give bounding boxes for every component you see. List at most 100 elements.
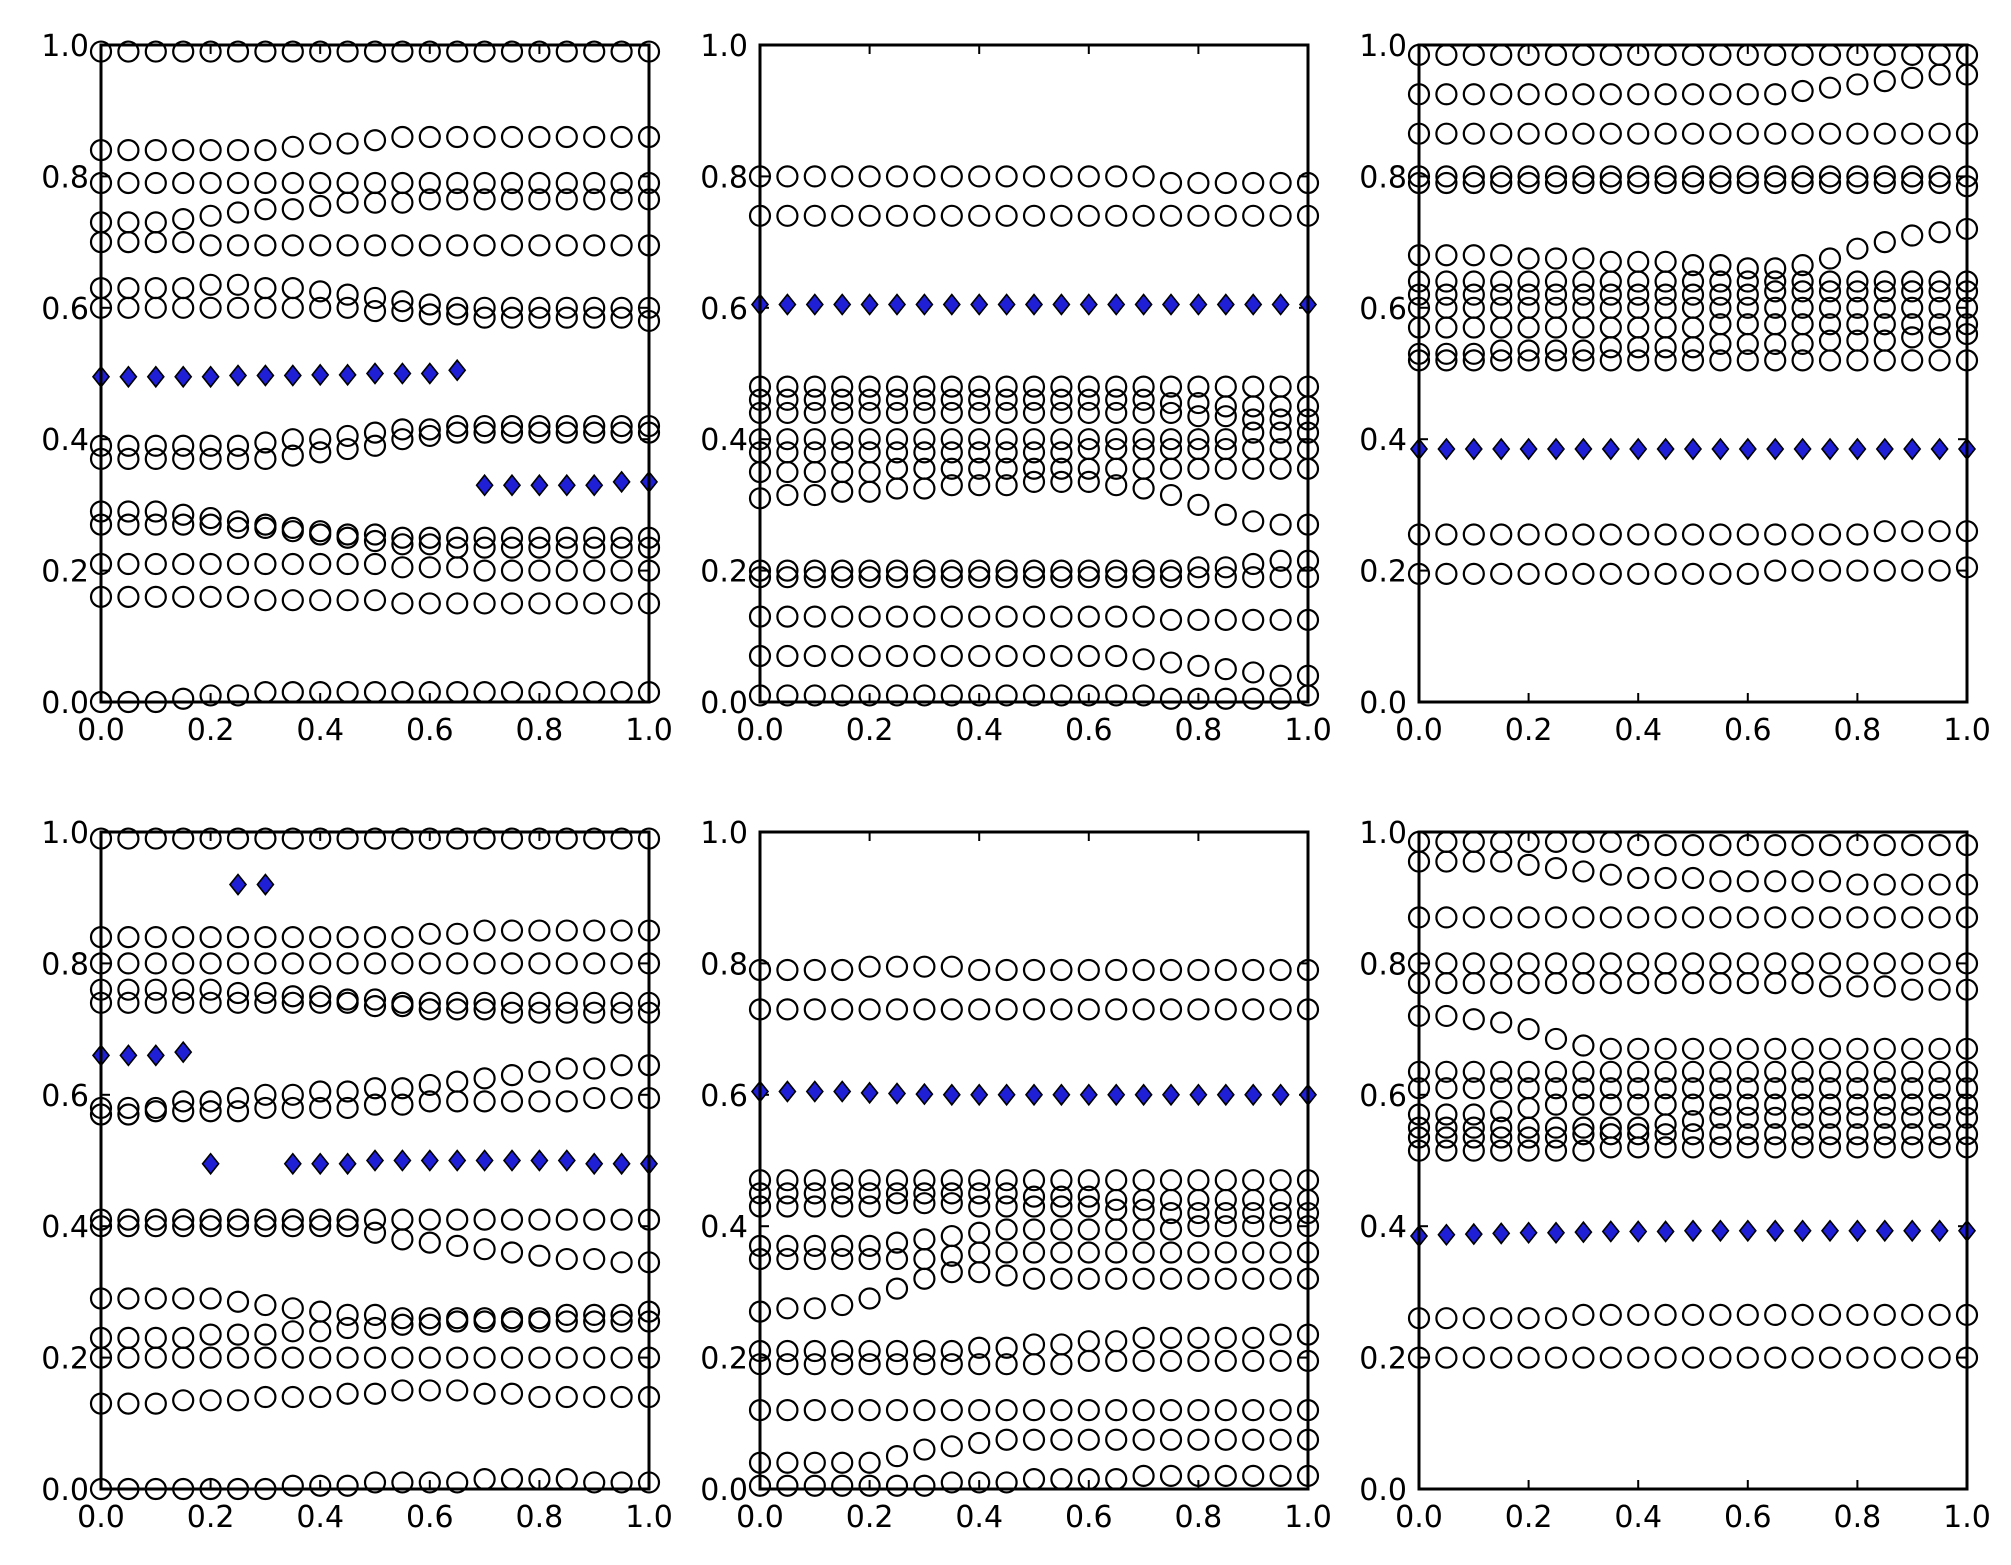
open-circle-point	[500, 827, 524, 850]
open-circle-point	[391, 952, 414, 975]
open-circle-point	[281, 681, 304, 704]
open-circle-point	[858, 1474, 881, 1497]
open-circle-point	[610, 559, 633, 582]
open-circle-point	[1462, 342, 1485, 365]
open-circle-point	[309, 1096, 332, 1120]
open-circle-point	[1242, 457, 1265, 480]
blue-diamond-point	[1875, 437, 1894, 461]
open-circle-point	[1764, 332, 1787, 356]
open-circle-point	[583, 1001, 606, 1024]
open-circle-point	[226, 1346, 250, 1369]
open-circle-point	[1214, 1349, 1237, 1372]
open-circle-point	[776, 1339, 799, 1363]
open-circle-point	[418, 303, 441, 326]
open-circle-point	[473, 1468, 496, 1491]
open-circle-point	[1105, 204, 1128, 227]
open-circle-point	[1709, 165, 1732, 188]
open-circle-point	[1105, 566, 1128, 589]
open-circle-point	[1435, 43, 1458, 66]
open-circle-point	[555, 559, 578, 582]
blue-diamond-point	[393, 362, 412, 385]
open-circle-point	[528, 536, 551, 559]
open-circle-point	[391, 1346, 414, 1369]
open-circle-point	[144, 513, 167, 536]
open-circle-point	[336, 952, 359, 975]
open-circle-point	[1214, 1215, 1237, 1238]
open-circle-point	[172, 585, 195, 608]
open-circle-point	[555, 827, 578, 850]
open-circle-point	[1490, 972, 1513, 995]
open-circle-point	[226, 981, 250, 1005]
open-circle-point	[583, 40, 606, 63]
open-circle-point	[1873, 1077, 1896, 1100]
open-circle-point	[1132, 428, 1155, 451]
open-circle-point	[446, 592, 469, 615]
open-circle-point	[583, 1471, 606, 1494]
blue-diamond-point	[174, 365, 193, 389]
open-circle-point	[1132, 605, 1155, 628]
open-circle-point	[1105, 1468, 1128, 1491]
open-circle-point	[1654, 834, 1677, 857]
open-circle-point	[144, 1287, 167, 1310]
open-circle-point	[1269, 421, 1292, 444]
open-circle-point	[254, 516, 277, 539]
open-circle-point	[1022, 470, 1046, 494]
open-circle-point	[1654, 972, 1677, 995]
open-circle-point	[199, 926, 222, 949]
open-circle-point	[1901, 1060, 1924, 1083]
x-tick-label: 0.2	[187, 1500, 235, 1535]
open-circle-point	[1490, 562, 1513, 585]
blue-diamond-point	[365, 362, 385, 385]
open-circle-point	[254, 1096, 277, 1120]
open-circle-point	[1517, 247, 1540, 270]
open-circle-point	[1269, 1399, 1292, 1422]
open-circle-point	[418, 556, 441, 579]
open-circle-point	[776, 1169, 799, 1192]
open-circle-point	[1132, 477, 1155, 500]
open-circle-point	[336, 827, 359, 850]
open-circle-point	[1818, 1037, 1842, 1060]
open-circle-point	[446, 234, 469, 257]
open-circle-point	[1791, 870, 1814, 893]
open-circle-point	[1462, 1139, 1485, 1162]
open-circle-point	[1791, 906, 1814, 929]
open-circle-point	[1022, 1353, 1046, 1376]
open-circle-point	[1681, 834, 1705, 857]
open-circle-point	[473, 234, 496, 257]
open-circle-point	[968, 1353, 991, 1376]
open-circle-point	[281, 985, 304, 1008]
open-circle-point	[1681, 270, 1705, 293]
open-circle-point	[254, 296, 277, 319]
open-circle-point	[555, 414, 578, 438]
y-tick-label: 0.8	[1359, 160, 1407, 195]
open-circle-point	[1517, 1060, 1540, 1083]
open-circle-point	[281, 40, 304, 63]
blue-diamond-point	[338, 1152, 357, 1176]
open-circle-point	[473, 1208, 496, 1231]
open-circle-point	[1022, 1185, 1046, 1208]
open-circle-point	[1022, 1468, 1046, 1491]
open-circle-point	[610, 827, 633, 850]
open-circle-point	[1599, 1093, 1622, 1116]
open-circle-point	[1818, 43, 1842, 66]
open-circle-point	[1873, 122, 1896, 145]
open-circle-point	[1818, 559, 1842, 582]
x-tick-label: 0.2	[1505, 1500, 1553, 1535]
open-circle-point	[968, 1261, 991, 1284]
open-circle-point	[117, 827, 140, 850]
open-circle-point	[473, 827, 496, 850]
open-circle-point	[1214, 503, 1237, 526]
open-circle-point	[1435, 830, 1458, 853]
open-circle-point	[1901, 296, 1924, 319]
open-circle-point	[831, 1247, 854, 1271]
y-tick-label: 0.2	[41, 1342, 89, 1377]
open-circle-point	[1462, 83, 1485, 106]
open-circle-point	[1242, 1464, 1265, 1487]
open-circle-point	[1159, 428, 1183, 451]
open-circle-point	[1214, 658, 1237, 681]
blue-diamond-point	[1161, 293, 1181, 316]
open-circle-point	[309, 991, 332, 1014]
open-circle-point	[555, 188, 578, 211]
open-circle-point	[1462, 270, 1485, 293]
open-circle-point	[968, 1399, 991, 1422]
